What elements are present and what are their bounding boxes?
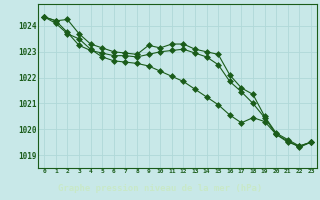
Text: Graphe pression niveau de la mer (hPa): Graphe pression niveau de la mer (hPa) (58, 184, 262, 193)
